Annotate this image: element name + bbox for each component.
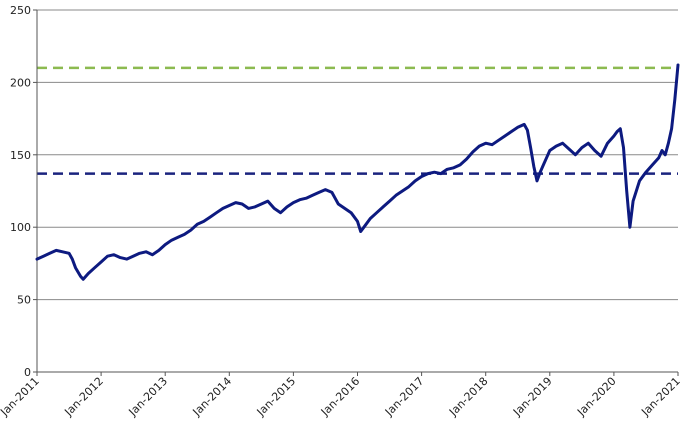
y-tick-label: 150 — [10, 149, 31, 162]
x-tick-label: Jan-2020 — [574, 375, 618, 419]
x-tick-label: Jan-2021 — [638, 375, 682, 419]
x-tick-label: Jan-2011 — [0, 375, 42, 419]
x-tick-label: Jan-2013 — [126, 375, 170, 419]
x-tick-label: Jan-2015 — [254, 375, 298, 419]
x-tick-labels: Jan-2011 Jan-2012 Jan-2013 Jan-2014 Jan-2015… — [0, 375, 683, 419]
y-tick-label: 50 — [17, 294, 31, 307]
y-tick-label: 250 — [10, 4, 31, 17]
series-line-1 — [35, 63, 680, 281]
series-lines — [35, 63, 680, 281]
x-tick-label: Jan-2017 — [382, 375, 426, 419]
y-tick-label: 100 — [10, 221, 31, 234]
y-tick-label: 0 — [24, 366, 31, 379]
reference-lines — [37, 66, 678, 175]
x-tick-label: Jan-2014 — [190, 375, 234, 419]
x-tick-label: Jan-2019 — [510, 375, 554, 419]
x-tick-label: Jan-2018 — [446, 375, 490, 419]
axes — [33, 9, 679, 376]
y-tick-label: 200 — [10, 76, 31, 89]
x-tick-label: Jan-2016 — [318, 375, 362, 419]
gridlines — [37, 9, 678, 301]
y-tick-labels: 0 50 100 150 200 250 — [10, 4, 31, 379]
x-tick-label: Jan-2012 — [61, 375, 105, 419]
